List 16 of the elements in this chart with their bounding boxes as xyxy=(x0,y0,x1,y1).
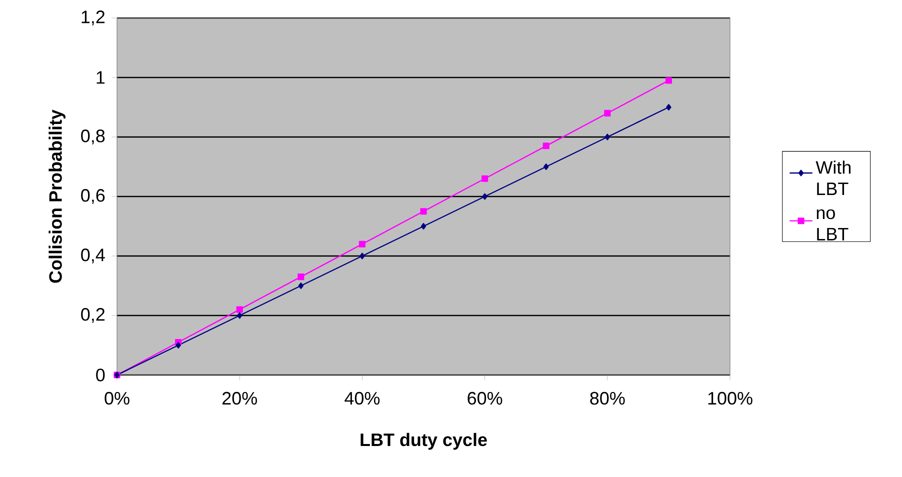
x-tick-label: 40% xyxy=(344,392,380,405)
x-tick-label: 60% xyxy=(468,392,502,405)
x-tick-label: 100% xyxy=(708,392,752,405)
y-tick-label: 0,8 xyxy=(81,130,105,144)
y-tick-label: 0 xyxy=(96,368,105,382)
y-tick-label: 0,6 xyxy=(81,189,105,204)
y-tick-label: 0,4 xyxy=(81,248,105,264)
x-tick-label: 80% xyxy=(590,392,625,405)
y-axis-title: Collision Probability xyxy=(48,110,66,283)
y-tick-label: 0,2 xyxy=(81,308,105,323)
x-tick-label: 0% xyxy=(104,392,130,405)
legend-label: no LBT xyxy=(816,209,848,240)
y-tick-label: 1 xyxy=(96,71,105,84)
x-tick-label: 20% xyxy=(222,392,257,405)
y-tick-label: 1,2 xyxy=(82,10,105,26)
x-axis-title: LBT duty cycle xyxy=(360,432,487,450)
